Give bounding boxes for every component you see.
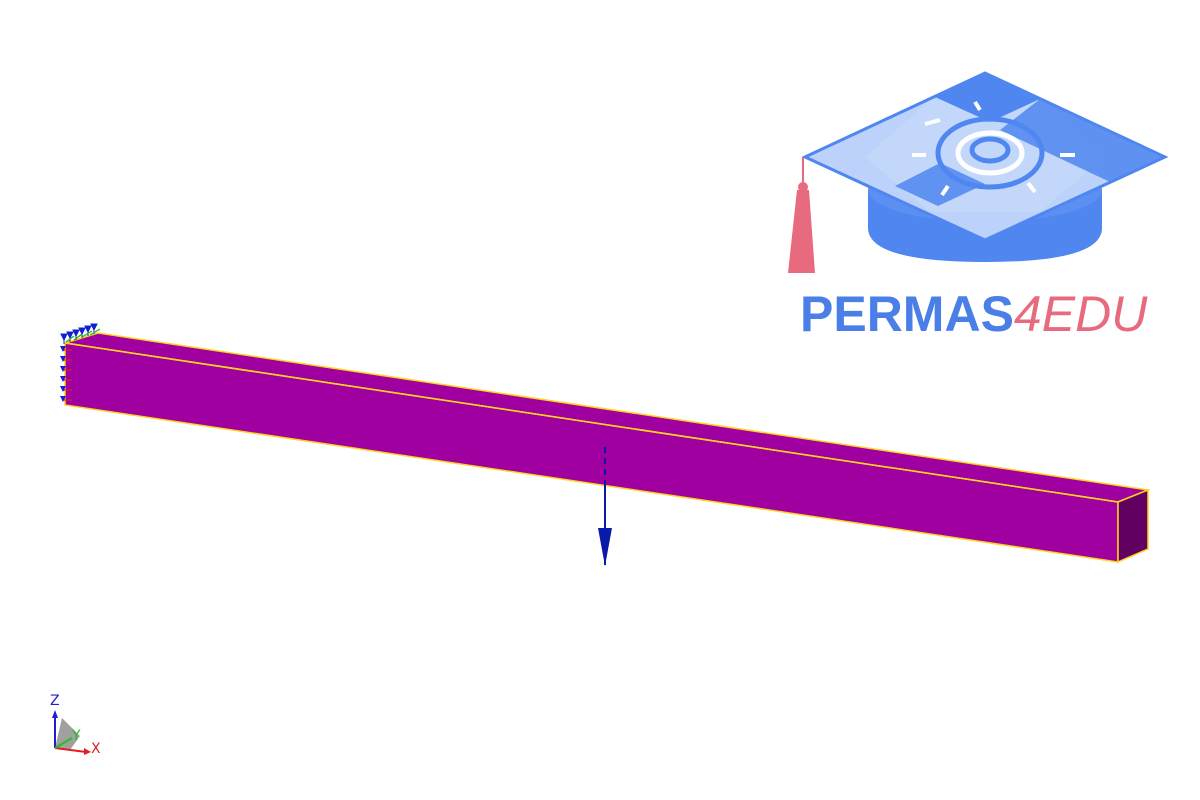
- spiral-emblem: [935, 116, 1045, 190]
- axis-x-label: X: [91, 741, 101, 757]
- permas4edu-logo: PERMAS4EDU: [788, 71, 1169, 342]
- svg-text:PERMAS4EDU: PERMAS4EDU: [800, 286, 1148, 342]
- axis-y-label: Y: [71, 728, 81, 744]
- brand-suffix: 4EDU: [1014, 286, 1148, 342]
- axis-z-label: Z: [50, 693, 60, 709]
- tassel: [788, 190, 815, 273]
- beam-front-face: [64, 342, 1119, 563]
- axis-triad: Z Y X: [50, 693, 101, 757]
- beam-model[interactable]: [64, 332, 1151, 564]
- brand-prefix: PERMAS: [800, 286, 1014, 342]
- beam-end-face: [1117, 488, 1149, 564]
- point-load-arrow[interactable]: [598, 447, 612, 566]
- beam-top-edge: [64, 342, 1119, 503]
- fixed-support: [60, 323, 101, 402]
